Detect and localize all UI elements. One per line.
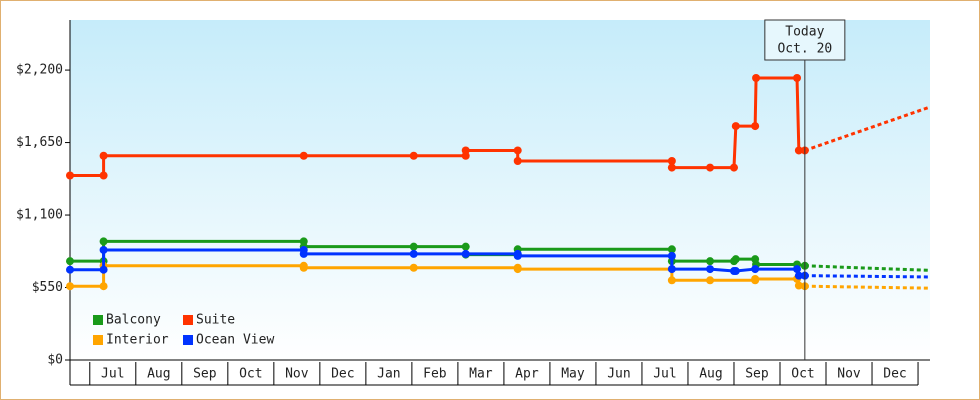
today-label: Oct. 20	[777, 42, 832, 57]
price-point	[706, 163, 715, 172]
price-point	[299, 263, 308, 272]
price-point	[794, 271, 803, 280]
legend-label: Ocean View	[196, 333, 274, 348]
price-point	[729, 163, 738, 172]
x-tick-label: Oct	[791, 367, 814, 382]
legend-swatch	[93, 315, 103, 325]
x-tick-label: Apr	[515, 367, 539, 382]
x-tick-label: Sep	[193, 367, 217, 382]
price-point	[706, 276, 715, 285]
price-point	[751, 122, 760, 131]
price-point	[99, 237, 108, 246]
y-tick-label: $0	[47, 353, 63, 368]
x-tick-label: Jun	[607, 367, 630, 382]
price-point	[99, 265, 108, 274]
price-point	[731, 122, 740, 131]
x-tick-label: Mar	[469, 367, 493, 382]
legend-swatch	[93, 335, 103, 345]
price-point	[667, 265, 676, 274]
price-point	[299, 249, 308, 258]
price-point	[461, 242, 470, 251]
legend-swatch	[183, 315, 193, 325]
price-point	[66, 257, 74, 266]
price-point	[706, 257, 715, 266]
forecast-line	[804, 105, 931, 152]
x-tick-label: Dec	[883, 367, 906, 382]
price-point	[751, 265, 760, 274]
price-line	[70, 264, 806, 288]
price-point	[731, 267, 740, 276]
price-point	[794, 146, 803, 155]
price-point	[793, 73, 802, 82]
price-point	[752, 73, 761, 82]
price-point	[66, 171, 74, 180]
price-point	[667, 245, 676, 254]
price-line	[70, 248, 805, 278]
price-point	[409, 249, 418, 258]
price-point	[667, 276, 676, 285]
x-tick-label: Aug	[147, 367, 170, 382]
price-point	[99, 171, 108, 180]
today-label: Today	[785, 25, 824, 40]
y-tick-label: $2,200	[16, 63, 63, 78]
legend-label: Interior	[106, 333, 169, 348]
y-tick-label: $1,650	[16, 135, 63, 150]
price-point	[461, 249, 470, 258]
price-point	[667, 163, 676, 172]
price-point	[513, 146, 522, 155]
x-tick-label: Feb	[423, 367, 447, 382]
y-tick-label: $1,100	[16, 208, 63, 223]
legend-swatch	[183, 335, 193, 345]
price-point	[667, 251, 676, 260]
price-point	[66, 265, 74, 274]
x-tick-label: Nov	[285, 367, 309, 382]
price-point	[66, 282, 74, 291]
price-point	[667, 157, 676, 166]
x-tick-label: Dec	[331, 367, 354, 382]
price-point	[461, 146, 470, 155]
x-tick-label: Jul	[101, 367, 124, 382]
x-tick-label: Oct	[239, 367, 262, 382]
x-tick-label: Aug	[699, 367, 722, 382]
price-point	[793, 265, 802, 274]
x-tick-label: May	[561, 367, 585, 382]
price-point	[409, 263, 418, 272]
x-tick-label: Jul	[653, 367, 676, 382]
plot-area	[70, 20, 930, 360]
today-box	[764, 19, 846, 61]
price-point	[99, 282, 108, 291]
price-point	[299, 151, 308, 160]
price-point	[409, 242, 418, 251]
price-point	[409, 151, 418, 160]
x-tick-label: Nov	[837, 367, 861, 382]
price-point	[513, 251, 522, 260]
price-point	[794, 281, 803, 290]
price-point	[99, 151, 108, 160]
x-tick-label: Jan	[377, 367, 400, 382]
legend-label: Balcony	[106, 313, 161, 328]
price-point	[99, 245, 108, 254]
price-point	[513, 157, 522, 166]
x-tick-label: Sep	[745, 367, 769, 382]
y-tick-label: $550	[32, 280, 63, 295]
price-point	[751, 274, 760, 283]
price-point	[513, 265, 522, 274]
price-point	[706, 265, 715, 274]
legend-label: Suite	[196, 313, 235, 328]
price-point	[731, 255, 740, 264]
